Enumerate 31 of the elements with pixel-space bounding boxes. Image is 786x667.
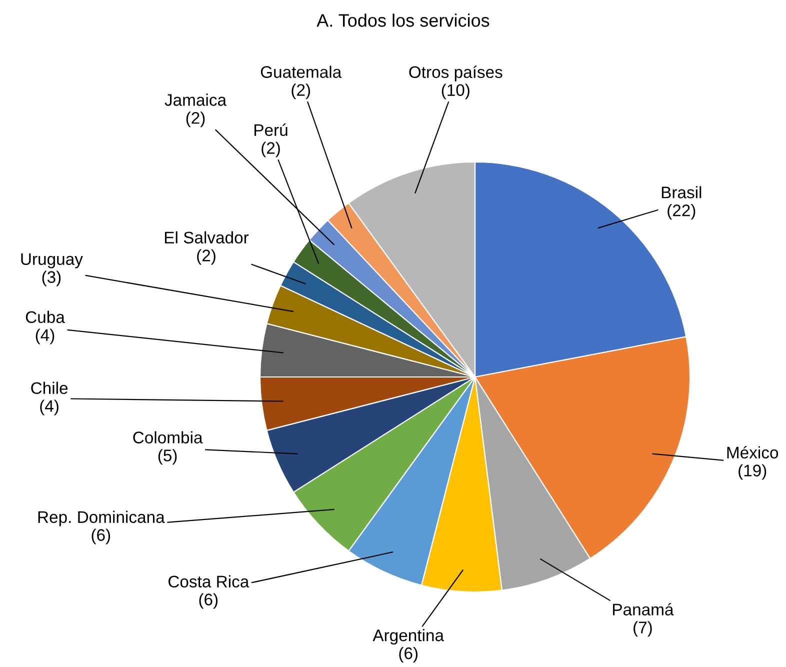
slice-label: Jamaica	[164, 94, 227, 106]
slice-label: Costa Rica	[168, 575, 250, 588]
data-label: (4)	[40, 400, 58, 416]
data-label: (7)	[634, 621, 652, 637]
data-label: (4)	[36, 328, 54, 344]
data-label: (19)	[738, 464, 766, 480]
data-label: (6)	[199, 593, 218, 609]
data-label: (6)	[92, 528, 110, 544]
slice-label: Otros países	[409, 66, 502, 82]
slice-label: Cuba	[26, 310, 65, 324]
slice-label: El Salvador	[165, 231, 249, 244]
data-label: (2)	[186, 112, 205, 128]
data-label: (6)	[399, 646, 418, 662]
data-label: (2)	[262, 142, 280, 158]
slice-label: Chile	[31, 382, 68, 394]
slice-label: Perú	[254, 124, 288, 136]
data-label: (10)	[442, 84, 470, 100]
slice-label: Brasil	[662, 186, 702, 198]
data-label: (5)	[158, 449, 177, 465]
slice-label: Rep. Dominicana	[38, 510, 165, 526]
slice-label: Uruguay	[21, 253, 83, 268]
slice-label: Guatemala	[260, 66, 342, 78]
slice-label: Argentina	[372, 629, 444, 645]
data-label: (2)	[292, 84, 310, 100]
data-label: (2)	[197, 249, 216, 265]
chart-title: A. Todos los servicios	[316, 14, 490, 27]
data-label: (3)	[42, 270, 61, 286]
data-label: (22)	[668, 204, 696, 220]
slice-label: Panamá	[613, 603, 674, 616]
slice-label: México	[727, 446, 778, 458]
slice-label: Colombia	[133, 431, 203, 444]
